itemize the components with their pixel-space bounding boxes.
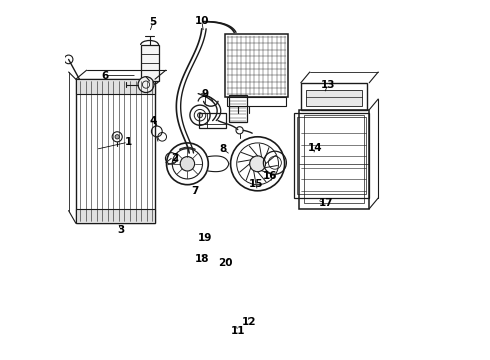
Circle shape [197,113,202,118]
Text: 2: 2 [171,153,178,163]
Bar [141,45,159,81]
Text: 12: 12 [242,317,256,327]
Text: 19: 19 [198,233,213,243]
Bar [199,113,226,128]
Text: 9: 9 [202,89,209,99]
Bar [297,117,366,194]
Text: 18: 18 [195,254,209,264]
Text: 17: 17 [318,198,333,208]
Text: 7: 7 [191,186,198,196]
Text: 4: 4 [149,116,157,126]
Circle shape [180,157,195,171]
Text: 3: 3 [117,225,124,235]
Circle shape [138,77,154,93]
Text: 1: 1 [124,137,132,147]
Bar [306,90,362,106]
Text: 10: 10 [195,16,209,26]
Bar [304,115,364,203]
Text: 8: 8 [220,144,227,154]
Bar [229,95,247,122]
Text: 14: 14 [308,143,322,153]
Text: 5: 5 [149,17,157,27]
Bar [301,83,368,110]
Circle shape [250,156,266,172]
Text: 6: 6 [101,71,108,81]
Bar [76,79,155,223]
Text: 11: 11 [231,326,245,336]
Bar [299,110,369,209]
Bar [227,97,286,106]
Bar [76,79,155,94]
Text: 13: 13 [320,80,335,90]
Text: 15: 15 [248,179,263,189]
Bar [76,209,155,223]
Bar [294,113,369,198]
Text: 16: 16 [263,171,277,181]
Circle shape [115,135,120,139]
Bar [225,34,288,97]
Text: 20: 20 [218,258,232,268]
